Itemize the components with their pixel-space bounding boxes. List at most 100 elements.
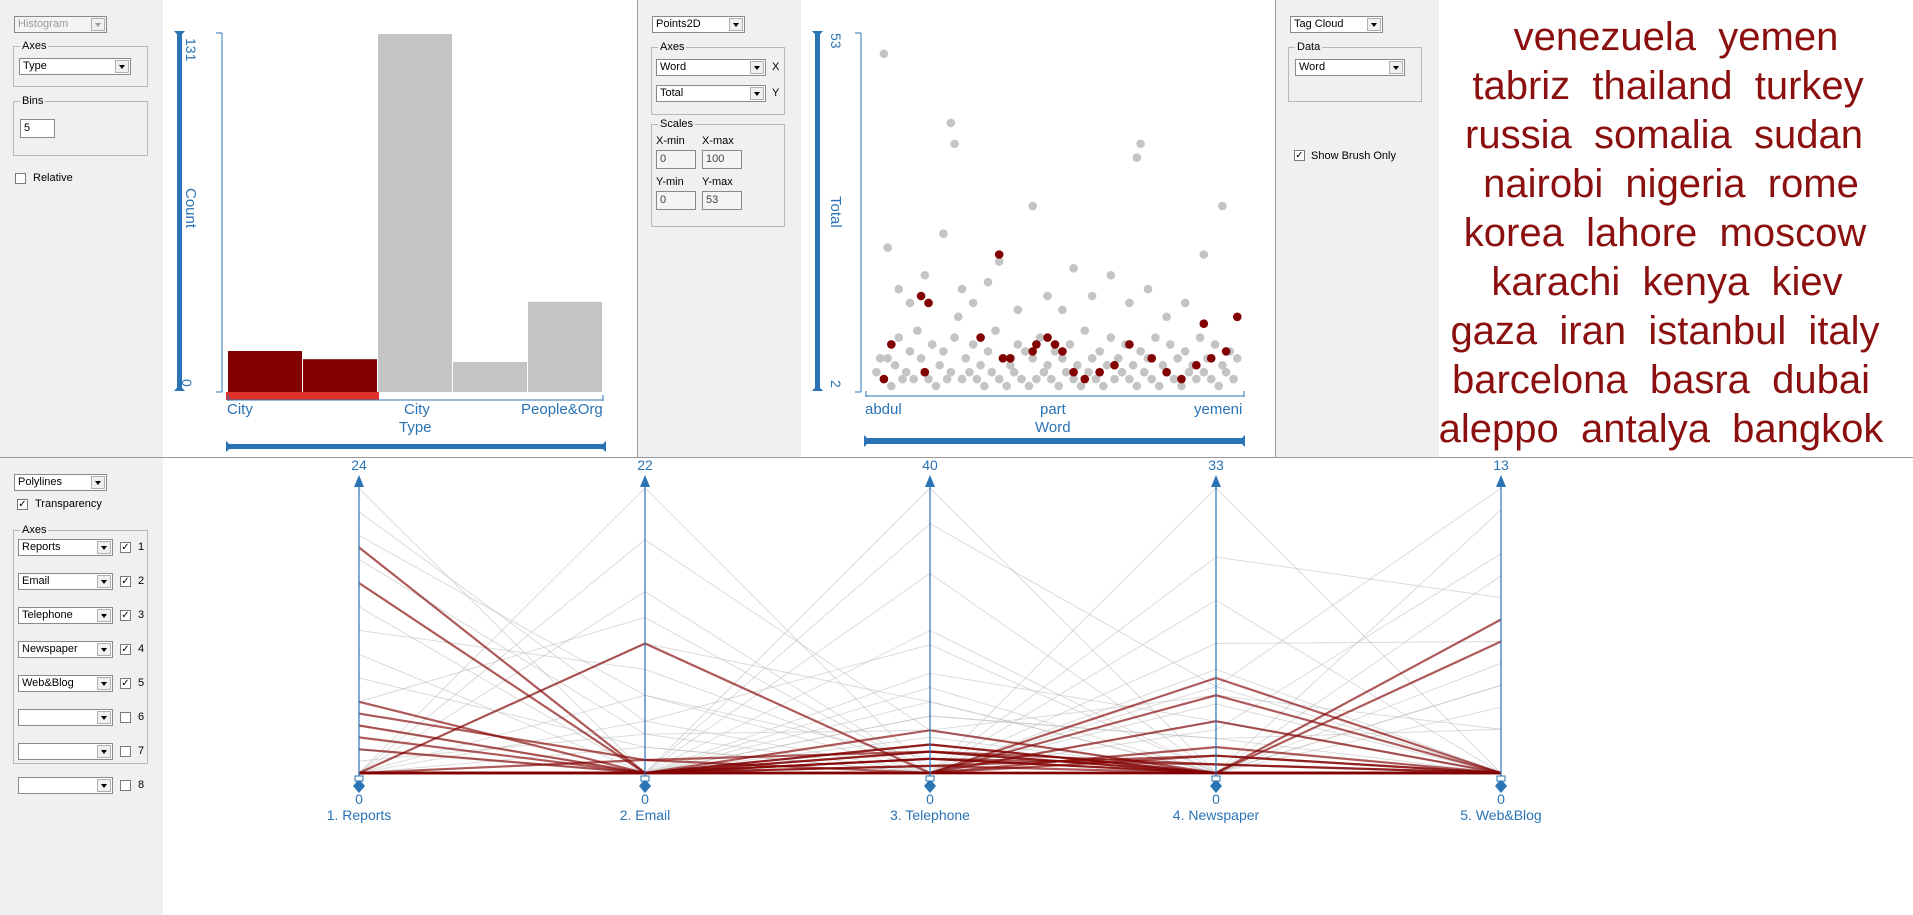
scatter-chart[interactable] [801,0,1275,457]
tag-line-5[interactable]: karachi kenya kiev [1491,260,1842,304]
scatter-point [1158,360,1168,370]
scatter-point [1169,374,1179,384]
tagcloud-view-select[interactable]: Tag Cloud [1290,16,1383,33]
pc-axis-min: 0 [1497,791,1505,807]
pc-axis-label: 4. Newspaper [1173,807,1260,823]
points2d-scales-group-title: Scales [658,118,696,130]
ymin-input[interactable]: 0 [656,191,696,210]
scatter-point-selected [994,250,1004,259]
axis-enable-checkbox-8[interactable] [120,780,131,791]
axis-select-8[interactable] [18,777,113,794]
relative-checkbox[interactable] [15,173,26,184]
axis-enable-checkbox-7[interactable] [120,746,131,757]
chevron-down-icon[interactable] [115,60,129,73]
scatter-point-selected [1095,367,1104,377]
pc-axis-max: 40 [922,458,938,473]
scatter-point [872,367,881,377]
scatter-point [1139,367,1149,377]
scatter-point [950,333,959,342]
points2d-x-select[interactable]: Word [656,59,766,76]
chevron-down-icon[interactable] [1367,18,1381,31]
chevron-down-icon[interactable] [97,711,111,724]
scatter-point [1229,374,1238,384]
histogram-bar [378,34,452,392]
polylines-view-select[interactable]: Polylines [14,474,107,491]
axis-enable-checkbox-5[interactable]: ✓ [120,678,131,689]
scatter-point-selected [879,374,889,384]
axis-enable-checkbox-6[interactable] [120,712,131,723]
chevron-down-icon[interactable] [97,609,111,622]
tag-line-7[interactable]: barcelona basra dubai [1452,358,1870,402]
axis-select-1[interactable]: Reports [18,539,113,556]
axis-enable-checkbox-4[interactable]: ✓ [120,644,131,655]
histogram-chart[interactable] [163,0,637,457]
axis-slider-icon [640,775,650,782]
axis-select-6[interactable] [18,709,113,726]
tag-line-1[interactable]: tabriz thailand turkey [1472,64,1863,108]
ymax-input[interactable]: 53 [702,191,742,210]
chevron-down-icon[interactable] [97,745,111,758]
scatter-point [1106,333,1116,342]
points2d-scales-group: Scales X-min X-max 0 100 Y-min Y-max 0 5… [651,118,785,227]
tag-line-2[interactable]: russia somalia sudan [1465,113,1863,157]
axis-select-2[interactable]: Email [18,573,113,590]
axis-enable-checkbox-1[interactable]: ✓ [120,542,131,553]
scatter-point [968,340,978,349]
points2d-view-select[interactable]: Points2D [652,16,745,33]
xmin-input[interactable]: 0 [656,150,696,169]
scatter-point-selected [920,367,930,377]
axis-select-5[interactable]: Web&Blog [18,675,113,692]
tag-line-3[interactable]: nairobi nigeria rome [1483,162,1859,206]
chevron-down-icon[interactable] [97,779,111,792]
scatter-point-selected [998,354,1008,363]
chevron-down-icon[interactable] [91,18,105,31]
scatter-point [946,367,956,377]
xmax-input[interactable]: 100 [702,150,742,169]
histogram-brush [226,392,379,400]
scatter-point [1073,360,1082,370]
tag-line-6[interactable]: gaza iran istanbul italy [1450,309,1879,353]
scatter-point [1147,374,1157,384]
axis-handle-icon [353,779,365,793]
scatter-point [1043,291,1052,301]
axis-enable-checkbox-3[interactable]: ✓ [120,610,131,621]
tagcloud-canvas: venezuela yemen tabriz thailand turkey r… [1439,15,1884,451]
chevron-down-icon[interactable] [97,575,111,588]
axis-select-3[interactable]: Telephone [18,607,113,624]
scatter-point [983,347,993,356]
histogram-bar [453,361,527,392]
scatter-x-tick-2: yemeni [1194,401,1243,418]
points2d-view-value: Points2D [656,18,701,30]
scatter-point [1028,201,1037,211]
scatter-point [1050,347,1060,356]
points2d-y-select[interactable]: Total [656,85,766,102]
chevron-down-icon[interactable] [97,541,111,554]
tag-line-0[interactable]: venezuela yemen [1514,15,1839,59]
chevron-down-icon[interactable] [750,87,764,100]
axis-select-4[interactable]: Newspaper [18,641,113,658]
chevron-down-icon[interactable] [97,677,111,690]
tagcloud-data-select[interactable]: Word [1295,59,1405,76]
chevron-down-icon[interactable] [1389,61,1403,74]
chevron-down-icon[interactable] [729,18,743,31]
scatter-point [1210,340,1220,349]
tag-line-4[interactable]: korea lahore moscow [1464,211,1867,255]
histogram-view-select[interactable]: Histogram [14,16,107,33]
tagcloud-data-group-title: Data [1295,41,1323,53]
show-brush-checkbox[interactable]: ✓ [1294,150,1305,161]
axis-select-7[interactable] [18,743,113,760]
tag-line-8[interactable]: aleppo antalya bangkok [1439,407,1884,451]
histogram-bins-input[interactable]: 5 [20,119,55,138]
axis-enable-checkbox-2[interactable]: ✓ [120,576,131,587]
scatter-point-selected [1162,367,1171,377]
chevron-down-icon[interactable] [750,61,764,74]
scatter-point [1221,367,1231,377]
chevron-down-icon[interactable] [97,643,111,656]
scatter-point [1095,347,1104,356]
transparency-checkbox[interactable]: ✓ [17,499,28,510]
chevron-down-icon[interactable] [91,476,105,489]
scatter-point [890,360,900,370]
scatter-x-range-bar [864,438,1245,444]
histogram-axis-select[interactable]: Type [19,58,131,75]
